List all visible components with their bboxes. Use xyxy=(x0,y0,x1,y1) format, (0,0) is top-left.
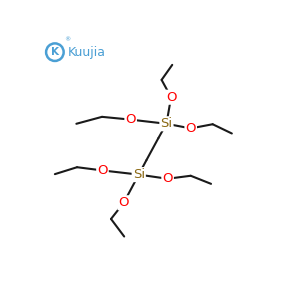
Text: Kuujia: Kuujia xyxy=(68,46,106,59)
Text: Si: Si xyxy=(133,168,145,181)
Text: O: O xyxy=(166,91,176,104)
Text: O: O xyxy=(125,113,136,126)
Text: O: O xyxy=(162,172,173,185)
Text: Si: Si xyxy=(160,117,172,130)
Text: O: O xyxy=(185,122,196,135)
Text: K: K xyxy=(51,47,59,57)
Text: O: O xyxy=(97,164,108,177)
Text: ®: ® xyxy=(64,37,71,42)
Text: O: O xyxy=(118,196,129,209)
